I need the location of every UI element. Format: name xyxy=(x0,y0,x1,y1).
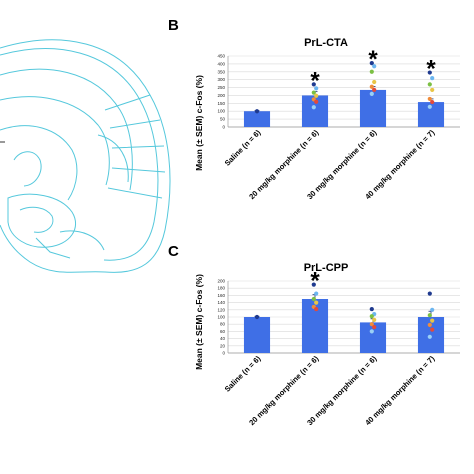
panel-c-data-point xyxy=(314,306,319,312)
panel-c-data-point xyxy=(369,314,374,319)
panel-c-significance-star: * xyxy=(310,268,320,295)
panel-b-y-tick-label: 0 xyxy=(222,125,225,130)
panel-b-y-axis-label: Mean (± SEM) c-Fos (%) xyxy=(194,75,204,171)
panel-b-significance-star: * xyxy=(368,46,378,73)
panel-c-data-point xyxy=(369,329,374,334)
panel-c: C PrL-CPP Mean (± SEM) c-Fos (%) 0 20 40 60… xyxy=(168,243,460,427)
panel-c-data-point xyxy=(314,291,319,296)
panel-b-plot: 0 50 100 150 200 250 300 350 400 450 Saline (n = 6… xyxy=(217,46,460,201)
panel-b-y-tick-label: 350 xyxy=(217,69,225,74)
panel-b: B PrL-CTA Mean (± SEM) c-Fos (%) 0 50 100 1… xyxy=(168,17,460,201)
panel-b-data-point xyxy=(254,109,260,114)
panel-b-data-point xyxy=(372,87,377,93)
panel-c-bar xyxy=(417,317,445,353)
panel-b-y-tick-label: 250 xyxy=(217,85,225,90)
panel-b-data-point xyxy=(369,84,374,89)
panel-c-y-tick-label: 60 xyxy=(220,329,226,334)
panel-c-title: PrL-CPP xyxy=(304,262,349,274)
panel-b-significance-star: * xyxy=(426,56,436,83)
panel-b-bar xyxy=(359,89,387,127)
panel-b-y-tick-label: 450 xyxy=(217,54,225,59)
panel-c-data-point xyxy=(369,306,374,312)
panel-c-x-tick-label: 40 mg/kg morphine (n = 7) xyxy=(363,354,436,427)
panel-c-data-point xyxy=(430,307,435,312)
panel-c-data-point xyxy=(372,324,377,330)
panel-c-data-point xyxy=(314,300,319,305)
panel-b-data-point xyxy=(427,82,432,87)
panel-letter-b: B xyxy=(168,17,179,34)
panel-b-data-point xyxy=(314,93,319,98)
panel-c-y-tick-label: 140 xyxy=(217,300,225,305)
panel-c-x-tick-label: Saline (n = 6) xyxy=(223,354,263,394)
panel-c-data-point xyxy=(311,296,316,302)
panel-c-data-point xyxy=(430,318,435,323)
panel-b-title: PrL-CTA xyxy=(304,37,348,49)
panel-c-y-tick-label: 0 xyxy=(222,351,225,356)
panel-b-data-point xyxy=(427,104,432,109)
panel-b-data-point xyxy=(430,99,435,105)
panel-b-y-tick-label: 400 xyxy=(217,61,225,66)
panel-c-data-point xyxy=(311,282,316,287)
panel-c-data-point xyxy=(430,327,435,332)
panel-b-data-point xyxy=(430,75,435,81)
panel-b-data-point xyxy=(314,99,319,104)
panel-c-y-tick-label: 100 xyxy=(217,315,225,320)
panel-b-data-point xyxy=(311,82,316,87)
panel-c-y-axis-label: Mean (± SEM) c-Fos (%) xyxy=(194,274,204,370)
panel-b-bar xyxy=(243,111,271,127)
panel-b-data-point xyxy=(314,86,319,91)
panel-b-data-point xyxy=(427,70,432,75)
panel-c-data-point xyxy=(427,291,432,296)
panel-b-data-point xyxy=(311,90,316,95)
panel-b-data-point xyxy=(369,91,374,96)
brain-section-drawing xyxy=(0,39,171,273)
panel-c-data-point xyxy=(427,313,432,318)
panel-c-y-tick-label: 180 xyxy=(217,286,225,291)
panel-b-x-tick-label: Saline (n = 6) xyxy=(223,128,263,168)
panel-b-y-tick-label: 100 xyxy=(217,109,225,114)
panel-c-y-tick-label: 40 xyxy=(220,336,226,341)
panel-b-y-tick-label: 200 xyxy=(217,93,225,98)
panel-b-significance-star: * xyxy=(310,67,320,94)
panel-c-data-point xyxy=(427,322,432,328)
panel-b-y-tick-label: 150 xyxy=(217,101,225,106)
panel-c-y-tick-label: 160 xyxy=(217,293,225,298)
panel-b-y-tick-label: 300 xyxy=(217,77,225,82)
panel-b-data-point xyxy=(311,105,316,110)
panel-c-data-point xyxy=(254,314,260,320)
panel-b-data-point xyxy=(369,61,374,66)
panel-c-y-tick-label: 80 xyxy=(220,322,226,327)
panel-c-data-point xyxy=(372,317,377,322)
panel-c-plot: 0 20 40 60 80 100 120 140 160 180 200 Saline (n = 6… xyxy=(217,268,460,427)
panel-b-x-tick-label: 40 mg/kg morphine (n = 7) xyxy=(363,128,436,201)
panel-b-y-tick-label: 50 xyxy=(220,117,226,122)
panel-c-y-tick-label: 200 xyxy=(217,279,225,284)
panel-b-data-point xyxy=(430,87,435,93)
panel-c-data-point xyxy=(427,334,432,339)
panel-letter-c: C xyxy=(168,243,179,260)
panel-b-data-point xyxy=(369,69,374,74)
panel-c-y-tick-label: 20 xyxy=(220,343,226,348)
panel-c-bar xyxy=(243,317,271,353)
panel-c-y-tick-label: 120 xyxy=(217,307,225,312)
panel-b-data-point xyxy=(372,79,377,85)
panel-b-data-point xyxy=(372,64,377,69)
panel-b-data-point xyxy=(427,96,432,102)
panel-c-data-point xyxy=(369,322,374,327)
